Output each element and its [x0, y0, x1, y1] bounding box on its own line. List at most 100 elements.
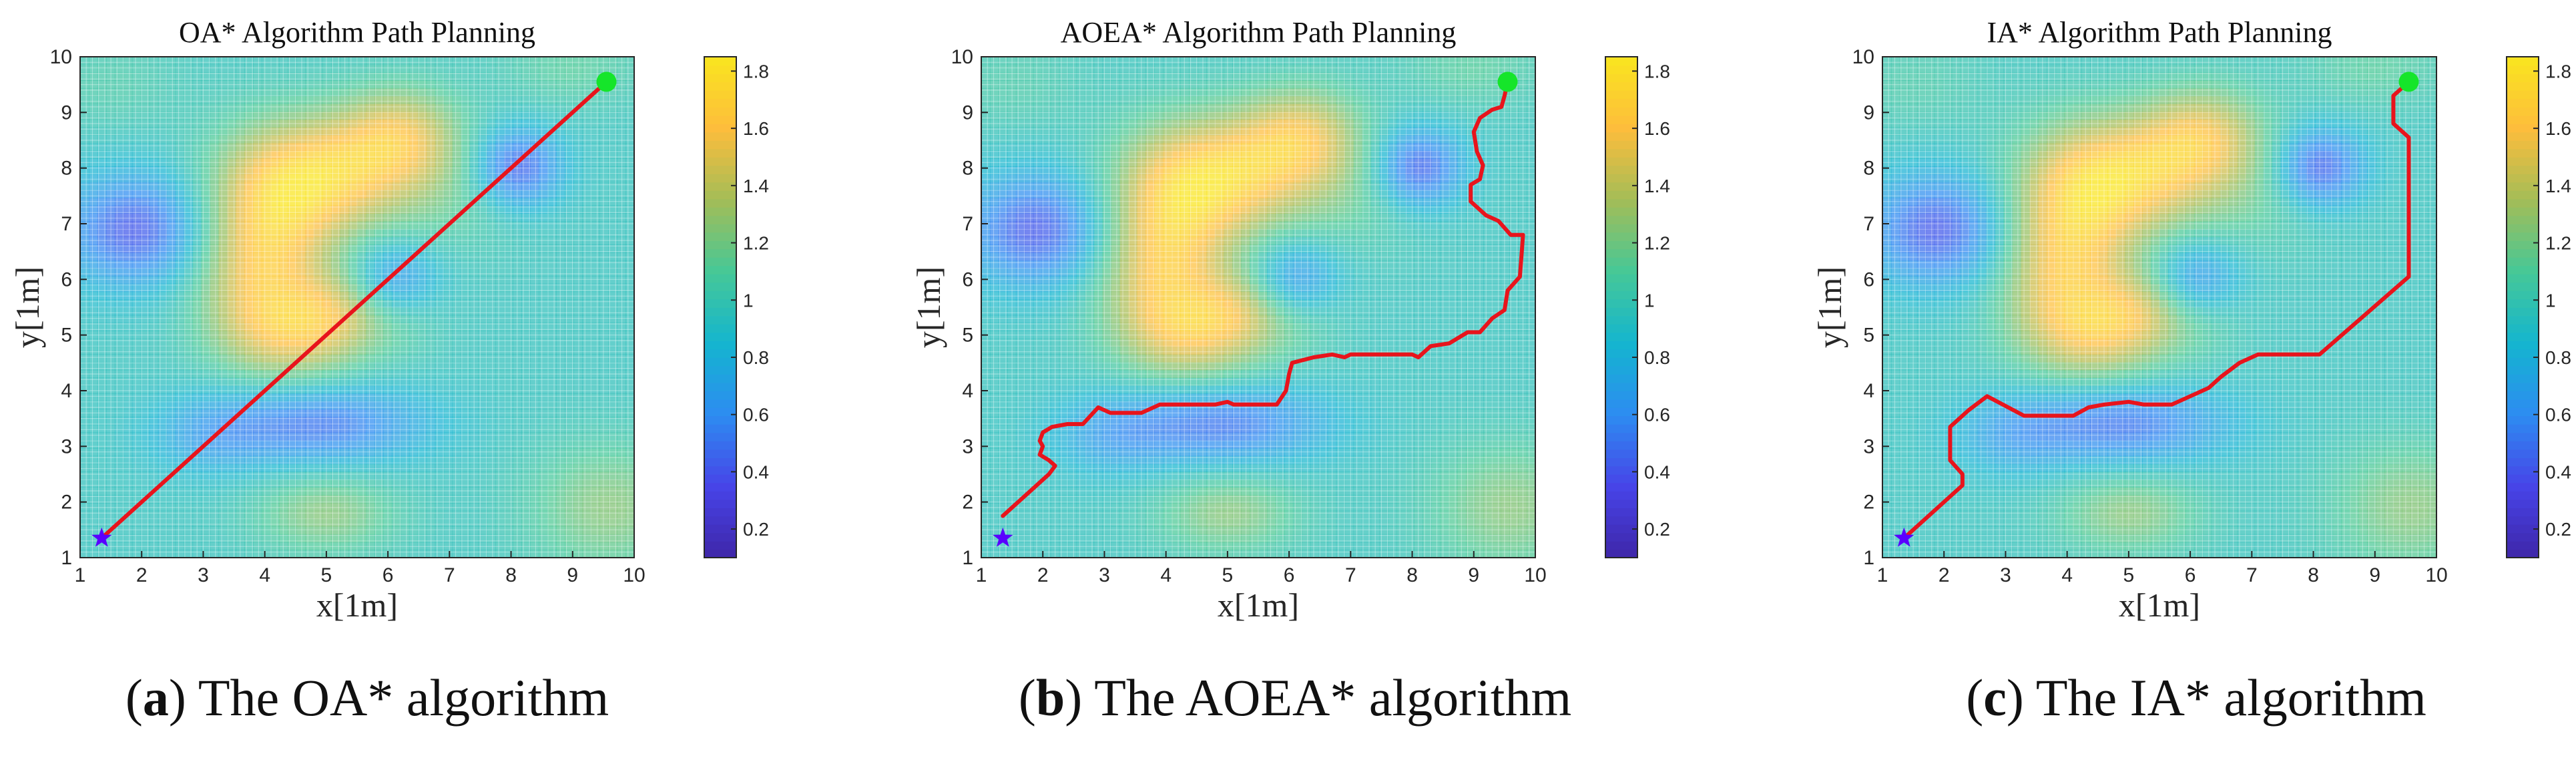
heatmap-cell: [591, 401, 600, 409]
heatmap-cell: [227, 542, 237, 550]
heatmap-cell: [391, 346, 401, 355]
heatmap-cell: [1033, 104, 1043, 112]
heatmap-cell: [88, 276, 98, 284]
heatmap-cell: [88, 135, 98, 144]
heatmap-cell: [296, 291, 306, 300]
heatmap-cell: [435, 150, 445, 159]
heatmap-cell: [487, 471, 497, 480]
heatmap-cell: [296, 463, 306, 472]
heatmap-cell: [97, 487, 107, 496]
heatmap-cell: [357, 315, 366, 324]
heatmap-cell: [97, 228, 107, 238]
heatmap-cell: [1024, 236, 1034, 245]
heatmap-cell: [88, 283, 98, 293]
heatmap-cell: [547, 213, 557, 222]
heatmap-cell: [391, 401, 401, 409]
heatmap-cell: [158, 276, 168, 284]
heatmap-cell: [270, 57, 280, 65]
heatmap-cell: [262, 213, 271, 222]
heatmap-cell: [253, 150, 262, 159]
heatmap-cell: [400, 510, 410, 520]
heatmap-cell: [495, 463, 505, 472]
heatmap-cell: [495, 150, 505, 159]
heatmap-cell: [591, 142, 600, 152]
heatmap-cell: [305, 190, 314, 198]
heatmap-cell: [530, 104, 539, 112]
heatmap-cell: [296, 401, 306, 409]
heatmap-cell: [97, 197, 107, 206]
heatmap-cell: [253, 221, 262, 230]
heatmap-cell: [617, 276, 626, 284]
heatmap-cell: [617, 190, 626, 198]
heatmap-cell: [348, 142, 358, 152]
heatmap-cell: [573, 190, 583, 198]
heatmap-cell: [391, 385, 401, 394]
heatmap-cell: [105, 299, 115, 308]
heatmap-cell: [617, 440, 626, 449]
heatmap-cell: [97, 550, 107, 558]
heatmap-cell: [452, 135, 462, 144]
heatmap-cell: [1024, 315, 1034, 324]
heatmap-cell: [989, 510, 999, 520]
heatmap-cell: [582, 276, 591, 284]
heatmap-cell: [400, 440, 410, 449]
heatmap-cell: [400, 213, 410, 222]
heatmap-cell: [262, 260, 271, 269]
heatmap-cell: [599, 479, 609, 488]
heatmap-cell: [357, 268, 366, 276]
heatmap-cell: [340, 252, 349, 261]
heatmap-cell: [504, 57, 514, 65]
heatmap-cell: [1024, 542, 1034, 550]
heatmap-cell: [599, 542, 609, 550]
heatmap-cell: [80, 104, 89, 112]
heatmap-cell: [166, 87, 176, 97]
heatmap-cell: [461, 87, 471, 97]
heatmap-cell: [270, 463, 280, 472]
heatmap-cell: [80, 119, 89, 128]
heatmap-cell: [340, 104, 349, 112]
heatmap-cell: [218, 268, 228, 276]
heatmap-cell: [80, 550, 89, 558]
heatmap-cell: [166, 104, 176, 112]
heatmap-cell: [88, 64, 98, 73]
heatmap-cell: [105, 205, 115, 214]
heatmap-cell: [80, 236, 89, 245]
heatmap-cell: [582, 393, 591, 402]
heatmap-cell: [391, 291, 401, 300]
heatmap-cell: [114, 190, 124, 198]
heatmap-cell: [210, 127, 220, 136]
heatmap-cell: [132, 190, 142, 198]
heatmap-cell: [132, 424, 142, 433]
heatmap-cell: [443, 64, 453, 73]
heatmap-cell: [504, 87, 514, 97]
heatmap-cell: [495, 479, 505, 488]
heatmap-cell: [443, 182, 453, 190]
heatmap-cell: [591, 377, 600, 386]
heatmap-cell: [270, 542, 280, 550]
heatmap-cell: [114, 80, 124, 89]
heatmap-cell: [253, 463, 262, 472]
heatmap-cell: [340, 276, 349, 284]
heatmap-cell: [391, 510, 401, 520]
heatmap-cell: [322, 518, 332, 527]
heatmap-cell: [158, 213, 168, 222]
heatmap-cell: [530, 64, 539, 73]
heatmap-cell: [452, 260, 462, 269]
heatmap-cell: [88, 495, 98, 504]
heatmap-cell: [981, 96, 991, 104]
heatmap-cell: [227, 354, 237, 363]
heatmap-cell: [495, 315, 505, 324]
heatmap-cell: [1024, 440, 1034, 449]
heatmap-cell: [530, 221, 539, 230]
heatmap-cell: [132, 510, 142, 520]
heatmap-cell: [989, 440, 999, 449]
heatmap-cell: [582, 299, 591, 308]
heatmap-cell: [573, 471, 583, 480]
heatmap-cell: [253, 479, 262, 488]
heatmap-cell: [1059, 479, 1069, 488]
heatmap-cell: [132, 112, 142, 120]
heatmap-cell: [210, 338, 220, 347]
heatmap-cell: [80, 534, 89, 543]
heatmap-cell: [504, 424, 514, 433]
heatmap-cell: [1024, 526, 1034, 535]
